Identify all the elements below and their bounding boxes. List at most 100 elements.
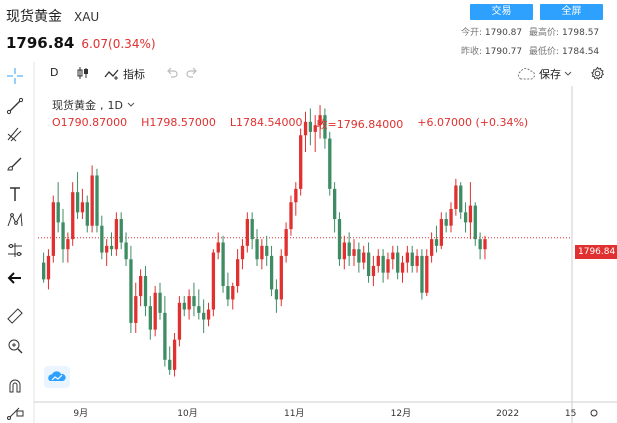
indicators-button[interactable]: 指标 — [104, 66, 145, 82]
candle-body — [85, 202, 89, 226]
fullscreen-button[interactable]: 全屏 — [540, 4, 603, 20]
candle-body — [328, 138, 332, 189]
candle-body — [405, 252, 410, 263]
candle-body — [357, 249, 361, 263]
settings-icon[interactable] — [590, 66, 605, 81]
zoom-in-icon[interactable] — [5, 336, 25, 356]
candle-body — [473, 205, 477, 240]
candle-body — [400, 262, 405, 273]
candle-body — [308, 121, 313, 132]
candle-body — [279, 255, 283, 300]
measure-tool-icon[interactable] — [5, 240, 25, 260]
candle-body — [260, 245, 264, 260]
interval-selector[interactable]: D — [50, 66, 59, 79]
candle-body — [318, 115, 322, 126]
candle-body — [410, 252, 414, 266]
candle-body — [454, 185, 458, 209]
chart-toolbar: D 指标 保存 — [0, 62, 617, 86]
chart-legend-title: 现货黄金 , 1D — [52, 97, 135, 113]
last-price: 1796.84 — [6, 34, 75, 52]
candle-body — [376, 255, 380, 266]
candle-body — [386, 259, 390, 273]
save-button[interactable]: 保存 — [516, 66, 572, 82]
legend-separator: , — [100, 98, 104, 112]
high-value: 1798.57 — [561, 28, 600, 38]
candle-body — [46, 255, 51, 280]
candle-body — [342, 242, 346, 260]
candle-body — [119, 219, 123, 243]
undo-icon[interactable] — [166, 66, 178, 78]
candle-body — [158, 292, 162, 313]
x-tick-label: 9月 — [73, 408, 88, 419]
open-value: 1790.87 — [484, 28, 523, 38]
current-price-tag: 1796.84 — [575, 245, 617, 259]
candle-body — [245, 219, 249, 246]
candle-body — [109, 245, 114, 250]
x-tick-label: 10月 — [177, 408, 197, 419]
candle-body — [216, 242, 220, 253]
lock-drawings-icon[interactable] — [5, 402, 25, 422]
redo-icon[interactable] — [186, 66, 198, 78]
candle-type-icon[interactable] — [76, 66, 90, 80]
legend-change: +6.07000 (+0.34%) — [417, 116, 529, 129]
candle-body — [172, 339, 177, 370]
indicators-icon — [104, 69, 119, 80]
candle-body — [56, 202, 60, 223]
candle-body — [42, 262, 46, 280]
candle-body — [51, 202, 55, 256]
candle-body — [313, 125, 317, 132]
candle-body — [478, 239, 482, 250]
trendline-icon[interactable] — [5, 96, 25, 116]
legend-interval[interactable]: 1D — [107, 98, 123, 112]
magnet-icon[interactable] — [5, 376, 25, 396]
instrument-title: 现货黄金 — [6, 9, 62, 25]
candle-body — [468, 205, 473, 223]
text-tool-icon[interactable] — [5, 184, 25, 204]
candle-body — [197, 306, 201, 313]
chevron-down-icon — [564, 71, 572, 76]
ruler-icon[interactable] — [5, 306, 25, 326]
candle-body — [211, 252, 216, 310]
candle-body — [255, 239, 259, 260]
candle-body — [66, 239, 70, 250]
candle-body — [177, 302, 182, 340]
chevron-down-icon[interactable] — [127, 101, 135, 109]
candle-body — [420, 255, 424, 293]
candle-body — [362, 252, 366, 263]
pattern-tool-icon[interactable] — [5, 210, 25, 230]
candle-body — [265, 245, 269, 256]
candle-body — [415, 255, 419, 266]
candle-body — [202, 312, 206, 320]
price-change: 6.07(0.34%) — [81, 37, 156, 51]
candle-body — [274, 289, 279, 300]
candle-body — [231, 286, 235, 300]
candle-body — [221, 242, 225, 287]
legend-open: O1790.87000 — [52, 116, 128, 129]
candle-body — [381, 255, 385, 273]
quote-header: 现货黄金 XAU 1796.84 6.07(0.34%) 交易 全屏 今开: 1… — [0, 0, 617, 62]
trade-button[interactable]: 交易 — [470, 4, 533, 20]
candle-body — [90, 175, 94, 226]
brush-icon[interactable] — [5, 154, 25, 174]
candle-body — [153, 292, 157, 330]
indicators-label: 指标 — [123, 68, 145, 81]
legend-high: H1798.57000 — [141, 116, 216, 129]
candle-body — [269, 255, 274, 290]
low-value: 1784.54 — [561, 47, 600, 57]
arrow-left-icon[interactable] — [5, 268, 25, 288]
axis-settings-icon[interactable] — [590, 409, 598, 417]
crosshair-icon[interactable] — [5, 66, 25, 86]
legend-low: L1784.54000 — [229, 116, 303, 129]
fib-tool-icon[interactable] — [5, 124, 25, 144]
candle-body — [139, 276, 143, 297]
candle-body — [134, 296, 138, 323]
x-tick-label: 12月 — [391, 408, 411, 419]
candle-body — [352, 249, 356, 256]
high-label: 最高价: — [529, 28, 560, 38]
candle-body — [347, 242, 351, 256]
candle-body — [371, 265, 376, 276]
candle-body — [61, 222, 65, 250]
candle-body — [71, 192, 75, 240]
candle-body — [425, 255, 429, 293]
